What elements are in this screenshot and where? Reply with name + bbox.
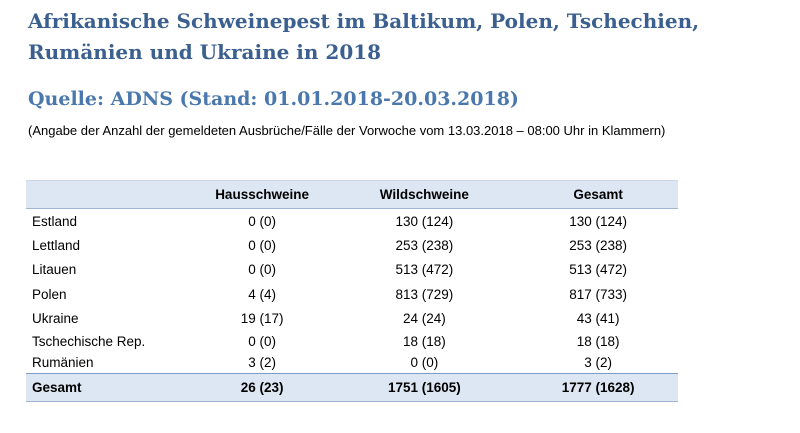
header-hausschweine: Hausschweine <box>193 180 331 209</box>
table-row: Tschechische Rep. 0 (0) 18 (18) 18 (18) <box>26 331 678 352</box>
gesamt-cell: 817 (733) <box>569 286 627 302</box>
table-row: Polen 4 (4) 813 (729) 817 (733) <box>26 282 678 306</box>
country-cell: Lettland <box>32 238 81 254</box>
table-total-row: Gesamt 26 (23) 1751 (1605) 1777 (1628) <box>26 372 678 402</box>
hausschweine-cell: 19 (17) <box>240 311 284 327</box>
total-hausschweine: 26 (23) <box>193 372 331 402</box>
country-cell: Rumänien <box>32 354 94 370</box>
wildschweine-cell: 130 (124) <box>395 213 454 229</box>
source-line: Quelle: ADNS (Stand: 01.01.2018-20.03.20… <box>28 88 519 110</box>
header-country <box>26 180 194 209</box>
hausschweine-cell: 0 (0) <box>248 238 276 254</box>
page-title: Afrikanische Schweinepest im Baltikum, P… <box>28 9 700 64</box>
total-gesamt: 1777 (1628) <box>518 372 678 402</box>
table-note: (Angabe der Anzahl der gemeldeten Ausbrü… <box>28 123 666 138</box>
gesamt-cell: 253 (238) <box>569 238 627 254</box>
hausschweine-cell: 0 (0) <box>248 213 276 229</box>
table-row: Litauen 0 (0) 513 (472) 513 (472) <box>26 258 678 282</box>
table-header-row: Hausschweine Wildschweine Gesamt <box>26 180 678 209</box>
country-cell: Ukraine <box>32 311 79 327</box>
country-cell: Polen <box>32 286 67 302</box>
country-cell: Tschechische Rep. <box>32 333 146 349</box>
country-cell: Litauen <box>32 262 77 278</box>
total-label: Gesamt <box>26 372 194 402</box>
gesamt-cell: 43 (41) <box>576 311 620 327</box>
wildschweine-cell: 813 (729) <box>395 286 454 302</box>
wildschweine-cell: 253 (238) <box>395 238 454 254</box>
gesamt-cell: 130 (124) <box>569 213 627 229</box>
table-row: Ukraine 19 (17) 24 (24) 43 (41) <box>26 307 678 331</box>
wildschweine-cell: 513 (472) <box>395 262 454 278</box>
hausschweine-cell: 4 (4) <box>248 286 276 302</box>
wildschweine-cell: 24 (24) <box>402 311 446 327</box>
header-wildschweine: Wildschweine <box>330 180 519 209</box>
hausschweine-cell: 3 (2) <box>248 354 276 370</box>
hausschweine-cell: 0 (0) <box>248 262 276 278</box>
table-row: Rumänien 3 (2) 0 (0) 3 (2) <box>26 352 678 374</box>
total-wildschweine: 1751 (1605) <box>330 372 519 402</box>
gesamt-cell: 18 (18) <box>576 333 620 349</box>
wildschweine-cell: 0 (0) <box>410 354 439 370</box>
outbreak-table: Hausschweine Wildschweine Gesamt Estland… <box>26 180 678 402</box>
wildschweine-cell: 18 (18) <box>402 333 446 349</box>
country-cell: Estland <box>32 213 78 229</box>
header-gesamt: Gesamt <box>518 180 678 209</box>
gesamt-cell: 3 (2) <box>584 354 612 370</box>
hausschweine-cell: 0 (0) <box>248 333 276 349</box>
table-row: Lettland 0 (0) 253 (238) 253 (238) <box>26 233 678 257</box>
gesamt-cell: 513 (472) <box>569 262 627 278</box>
table-row: Estland 0 (0) 130 (124) 130 (124) <box>26 209 678 234</box>
